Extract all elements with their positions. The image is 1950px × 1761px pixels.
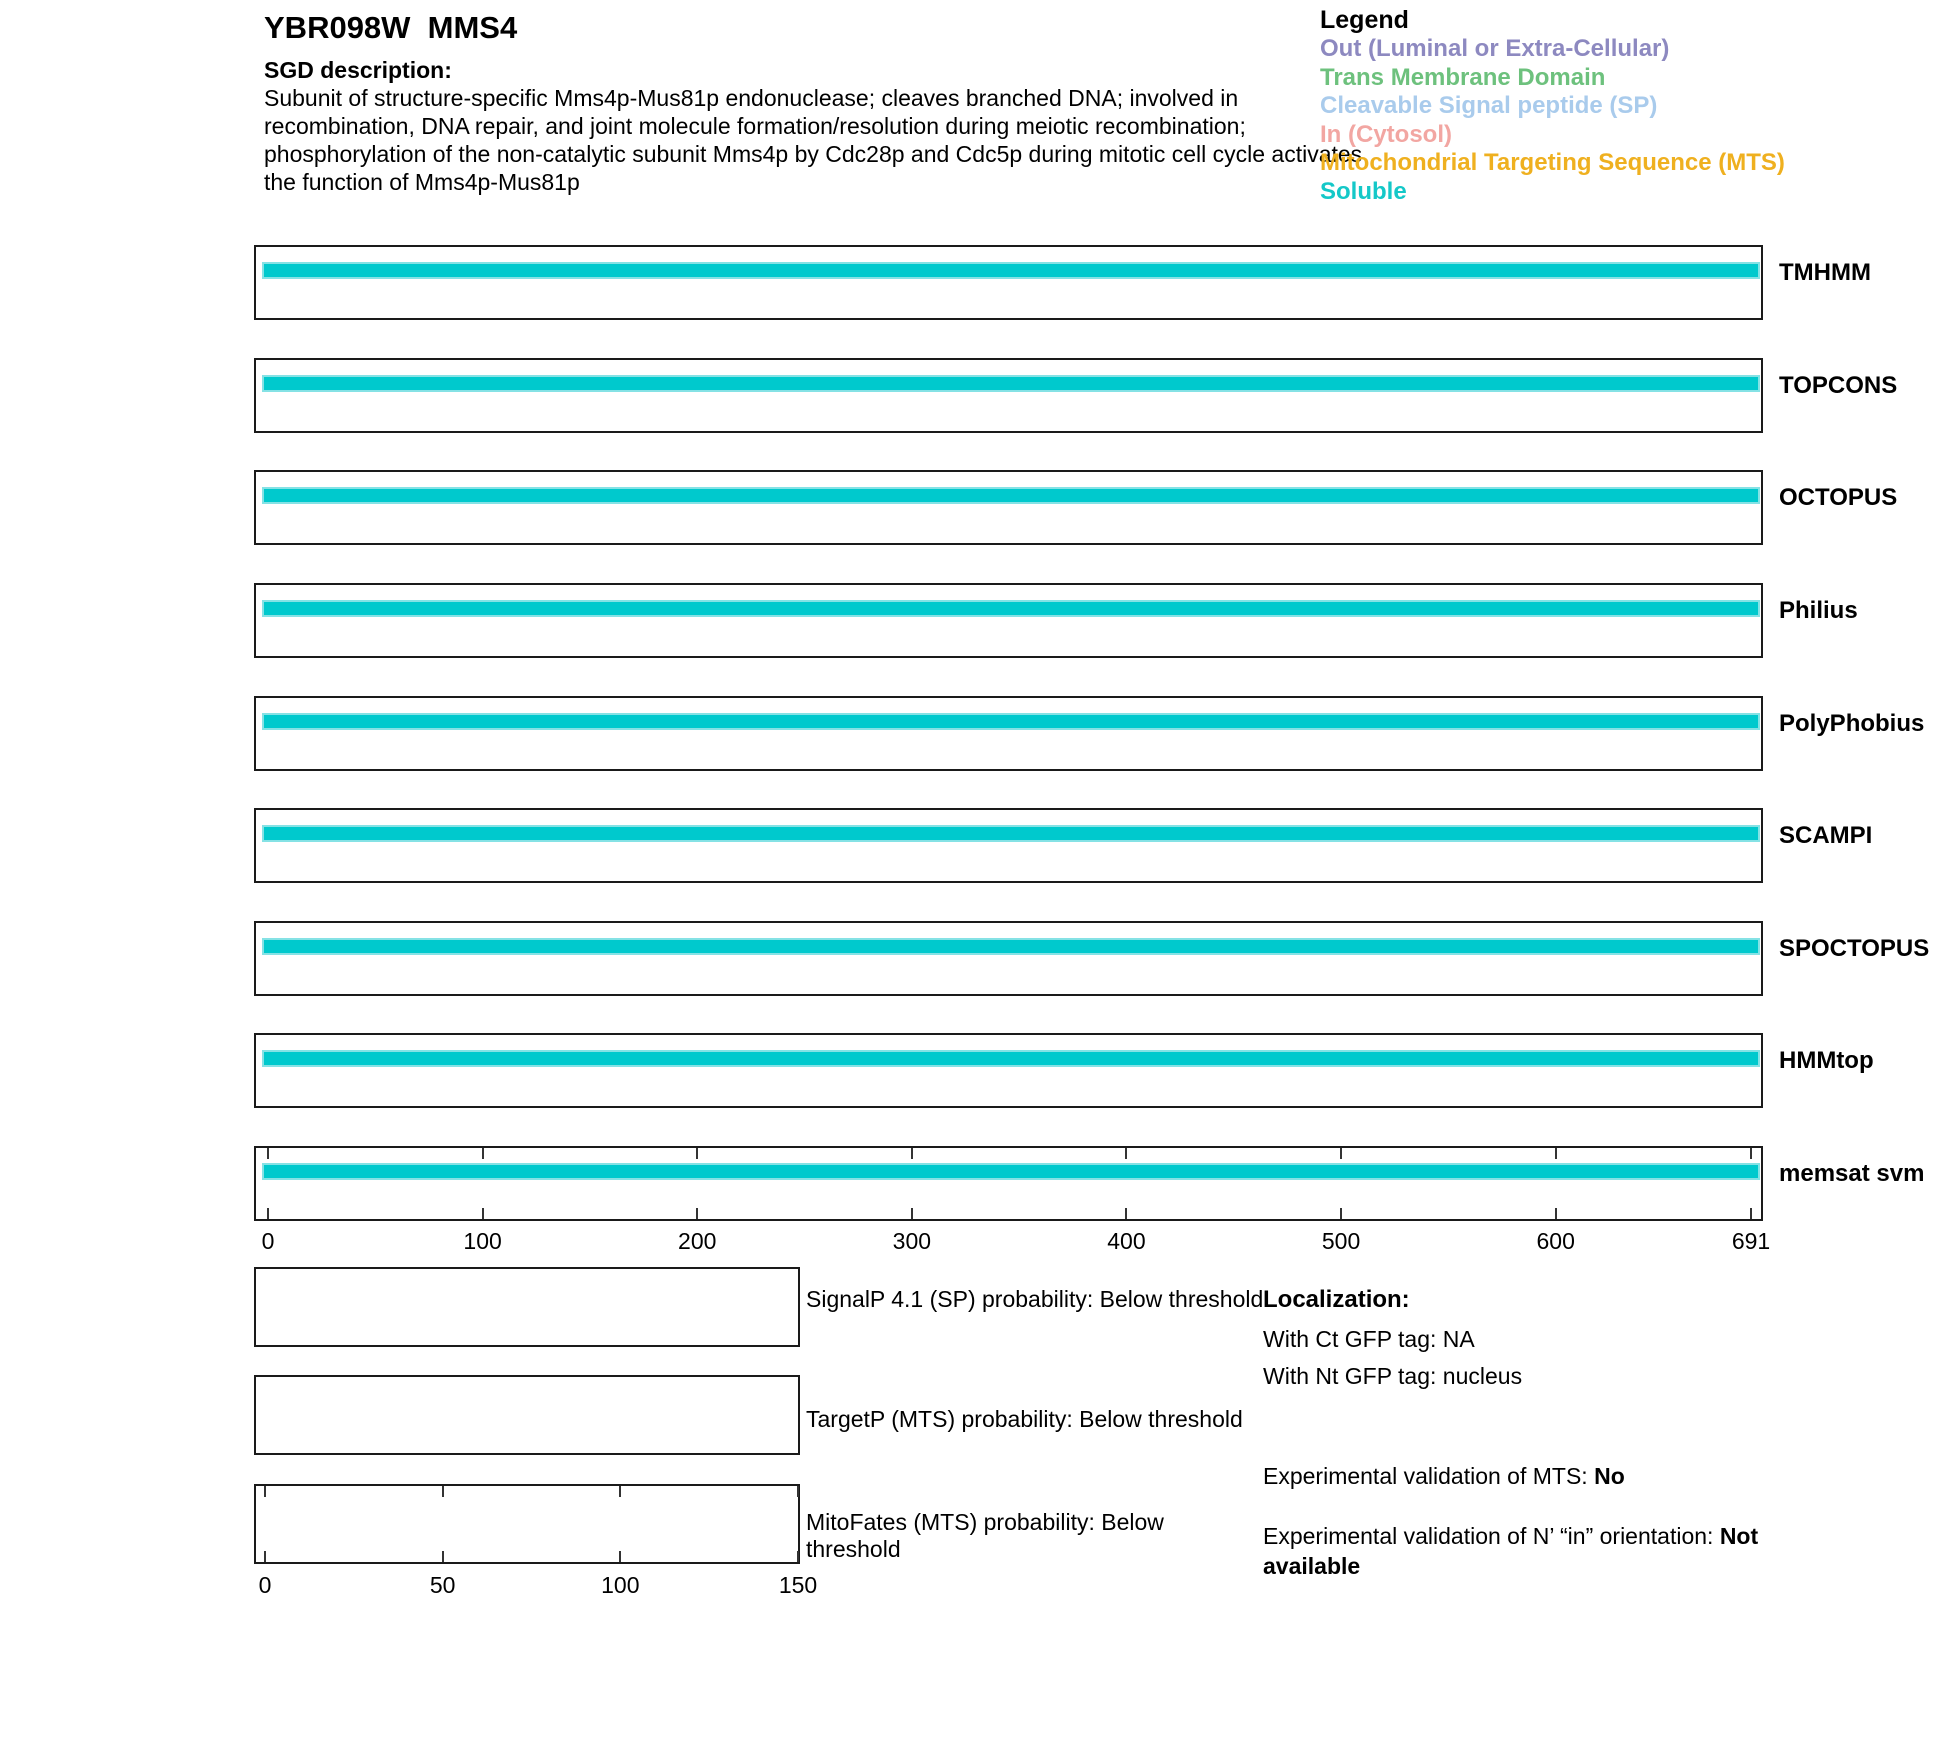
track-box-philius (254, 583, 1763, 658)
track-box-spoctopus (254, 921, 1763, 996)
mitofates-axis: 0 50 100 150 (256, 1572, 818, 1602)
targetp-plot-box (254, 1375, 800, 1455)
axis-tick (481, 1148, 484, 1159)
axis-tick (264, 1486, 266, 1497)
legend-item-tmd: Trans Membrane Domain (1320, 63, 1606, 91)
axis-tick-label: 500 (1321, 1228, 1361, 1254)
legend-item-mts: Mitochondrial Targeting Sequence (MTS) (1320, 149, 1785, 176)
mitofates-plot-label-line1: MitoFates (MTS) probability: Below (806, 1509, 1164, 1535)
track-label-spoctopus: SPOCTOPUS (1779, 935, 1930, 962)
axis-tick (696, 1208, 699, 1219)
axis-tick (619, 1486, 622, 1497)
axis-tick (696, 1148, 699, 1159)
track-label-memsat-svm: memsat svm (1779, 1160, 1925, 1187)
mitofates-plot-label: MitoFates (MTS) probability: Below thres… (806, 1509, 1164, 1563)
track-label-scampi: SCAMPI (1779, 822, 1873, 849)
axis-tick (910, 1148, 913, 1159)
orientation-validation-label: Experimental validation of N’ “in” orien… (1263, 1523, 1720, 1549)
residue-axis: 0 100 200 300 400 500 600 691 (256, 1228, 1771, 1258)
axis-tick (264, 1551, 266, 1562)
legend-item-soluble: Soluble (1320, 177, 1407, 205)
soluble-bar (262, 487, 1760, 504)
track-label-polyphobius: PolyPhobius (1779, 710, 1925, 737)
soluble-bar (262, 600, 1760, 617)
axis-tick (797, 1551, 799, 1562)
axis-tick (441, 1486, 444, 1497)
legend: Legend Out (Luminal or Extra-Cellular) T… (1320, 6, 1785, 206)
soluble-bar (262, 375, 1760, 392)
track-label-philius: Philius (1779, 597, 1858, 624)
axis-tick (267, 1148, 269, 1159)
axis-tick (267, 1208, 269, 1219)
legend-item-in: In (Cytosol) (1320, 120, 1452, 148)
axis-tick-label: 400 (1107, 1228, 1146, 1254)
track-label-tmhmm: TMHMM (1779, 259, 1871, 286)
track-box-polyphobius (254, 696, 1763, 771)
track-label-hmmtop: HMMtop (1779, 1047, 1874, 1074)
localization-title: Localization: (1263, 1286, 1410, 1313)
signalp-plot-label: SignalP 4.1 (SP) probability: Below thre… (806, 1286, 1264, 1312)
track-box-memsat-svm (254, 1146, 1763, 1221)
sgd-description-label: SGD description: (264, 57, 452, 83)
localization-ct-gfp: With Ct GFP tag: NA (1263, 1326, 1475, 1352)
axis-tick-label: 600 (1536, 1228, 1575, 1254)
axis-tick-label: 691 (1731, 1228, 1771, 1254)
axis-tick (910, 1208, 913, 1219)
track-label-octopus: OCTOPUS (1779, 484, 1898, 511)
axis-tick (1750, 1208, 1752, 1219)
axis-tick-label: 100 (601, 1572, 640, 1598)
axis-tick (1125, 1148, 1128, 1159)
axis-tick (797, 1486, 799, 1497)
axis-tick (1554, 1148, 1557, 1159)
axis-tick (1340, 1148, 1343, 1159)
signalp-plot-box (254, 1267, 800, 1347)
axis-tick-label: 0 (261, 1228, 275, 1254)
axis-tick-label: 200 (678, 1228, 717, 1254)
mitofates-plot-label-line2: threshold (806, 1536, 901, 1562)
soluble-bar (262, 825, 1760, 842)
axis-tick-label: 300 (892, 1228, 932, 1254)
legend-title: Legend (1320, 6, 1409, 34)
track-box-topcons (254, 358, 1763, 433)
track-box-scampi (254, 808, 1763, 883)
sgd-description-line: the function of Mms4p-Mus81p (264, 169, 580, 195)
sgd-description-line: recombination, DNA repair, and joint mol… (264, 113, 1246, 139)
axis-tick-label: 0 (258, 1572, 272, 1598)
soluble-bar (262, 938, 1760, 955)
track-box-hmmtop (254, 1033, 1763, 1108)
mitofates-plot-box (254, 1484, 800, 1564)
sgd-description-line: Subunit of structure-specific Mms4p-Mus8… (264, 85, 1239, 111)
axis-tick-label: 50 (429, 1572, 456, 1598)
axis-tick-label: 150 (778, 1572, 818, 1598)
axis-tick (619, 1551, 622, 1562)
axis-tick (481, 1208, 484, 1219)
soluble-bar (262, 262, 1760, 279)
localization-nt-gfp: With Nt GFP tag: nucleus (1263, 1363, 1523, 1389)
axis-tick (441, 1551, 444, 1562)
soluble-bar (262, 713, 1760, 730)
axis-tick-label: 100 (463, 1228, 502, 1254)
orientation-validation-value: Not available (1263, 1523, 1759, 1579)
sgd-description-line: phosphorylation of the non-catalytic sub… (264, 141, 1363, 167)
axis-tick (1125, 1208, 1128, 1219)
axis-tick (1340, 1208, 1343, 1219)
axis-tick (1554, 1208, 1557, 1219)
track-box-octopus (254, 470, 1763, 545)
soluble-bar (262, 1050, 1760, 1067)
page-title: YBR098W MMS4 (264, 10, 518, 45)
legend-item-sp: Cleavable Signal peptide (SP) (1320, 92, 1658, 119)
orientation-validation-line: Experimental validation of N’ “in” orien… (1263, 1521, 1778, 1581)
targetp-plot-label: TargetP (MTS) probability: Below thresho… (806, 1406, 1243, 1432)
mts-validation-line: Experimental validation of MTS: No (1263, 1463, 1625, 1490)
mts-validation-label: Experimental validation of MTS: (1263, 1463, 1595, 1489)
track-box-tmhmm (254, 245, 1763, 320)
mts-validation-value: No (1594, 1463, 1625, 1489)
axis-tick (1750, 1148, 1752, 1159)
legend-item-out: Out (Luminal or Extra-Cellular) (1320, 35, 1670, 62)
track-label-topcons: TOPCONS (1779, 372, 1898, 399)
soluble-bar (262, 1163, 1760, 1180)
